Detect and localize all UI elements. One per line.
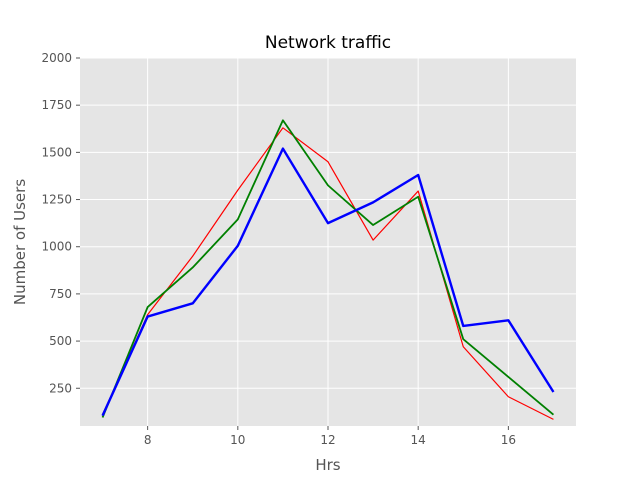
y-tick-label: 750	[49, 287, 72, 301]
x-axis-label: Hrs	[315, 456, 340, 474]
x-tick-label: 8	[144, 433, 152, 447]
y-tick-label: 250	[49, 381, 72, 395]
y-tick-label: 1250	[41, 193, 72, 207]
x-axis-ticks: 8 10 12 14 16	[144, 426, 516, 447]
y-tick-label: 1000	[41, 240, 72, 254]
y-axis-ticks: 250 500 750 1000 1250 1500 1750 2000	[41, 51, 80, 395]
x-tick-label: 10	[230, 433, 245, 447]
x-tick-label: 16	[501, 433, 516, 447]
chart-title: Network traffic	[265, 33, 391, 53]
x-tick-label: 14	[411, 433, 426, 447]
series-line-3	[101, 147, 555, 417]
y-tick-label: 1750	[41, 98, 72, 112]
y-axis-label: Number of Users	[11, 179, 29, 305]
x-tick-label: 12	[320, 433, 335, 447]
y-tick-label: 500	[49, 334, 72, 348]
series-line-2	[101, 119, 555, 418]
y-tick-label: 2000	[41, 51, 72, 65]
series-line-1	[102, 127, 554, 420]
y-tick-label: 1500	[41, 145, 72, 159]
series-lines	[101, 119, 555, 420]
grid-lines	[80, 57, 576, 426]
